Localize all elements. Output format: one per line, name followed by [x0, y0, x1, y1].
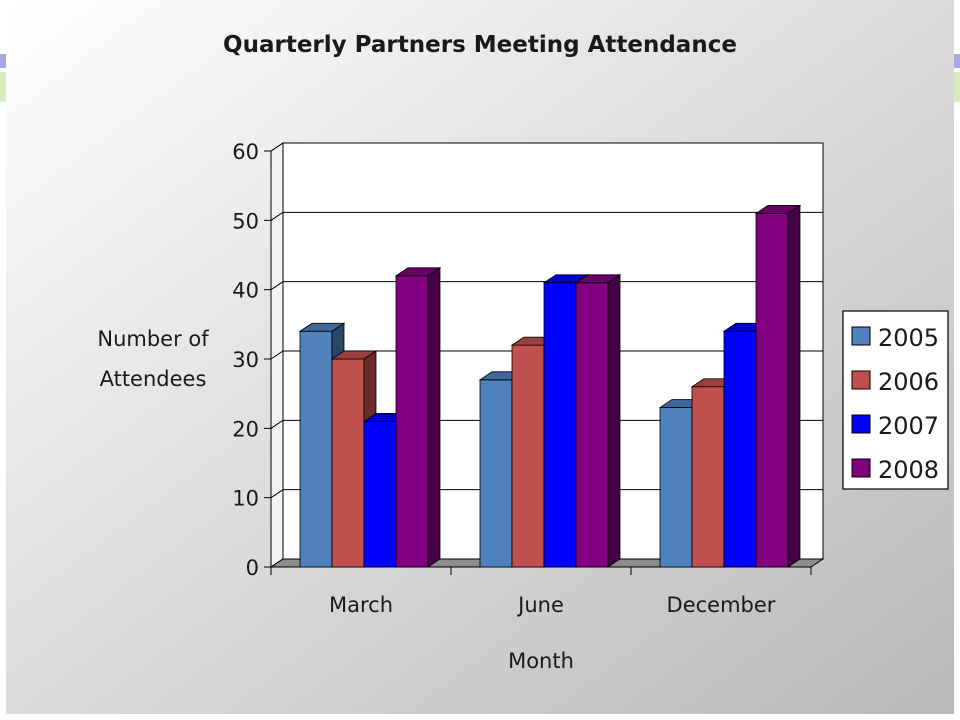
y-tick-label: 0 — [246, 556, 259, 580]
legend-label: 2005 — [878, 324, 939, 352]
bars — [298, 204, 802, 568]
bar-front — [755, 212, 789, 568]
bar-front — [299, 330, 333, 568]
x-tick-label: March — [329, 593, 393, 617]
right-edge-accent — [954, 54, 960, 68]
y-tick-label: 60 — [232, 140, 259, 164]
bar-front — [511, 344, 545, 568]
bar — [394, 267, 442, 568]
legend-label: 2006 — [878, 368, 939, 396]
legend: 2005 2006 2007 2008 — [842, 310, 949, 490]
y-axis-label-line-2: Attendees — [100, 367, 207, 391]
bar-front — [395, 275, 429, 568]
bar — [754, 204, 802, 568]
y-tick-label: 10 — [232, 487, 259, 511]
left-edge-accent — [0, 54, 6, 68]
y-axis: 0 10 20 30 40 50 60 — [232, 140, 272, 580]
bar-front — [331, 358, 365, 568]
gridline-side — [270, 350, 284, 360]
left-edge-accent-green — [0, 72, 6, 102]
gridline-side — [270, 211, 284, 221]
bar — [574, 273, 622, 568]
legend-entry: 2008 — [851, 456, 939, 484]
gridline-side — [270, 419, 284, 429]
x-tick-label: June — [516, 593, 564, 617]
y-tick-label: 20 — [232, 417, 259, 441]
legend-entry: 2007 — [851, 412, 939, 440]
legend-entry: 2005 — [851, 324, 939, 352]
legend-swatch — [851, 458, 871, 478]
gridline-side — [270, 489, 284, 499]
bar-side — [427, 267, 441, 568]
bar-front — [363, 420, 397, 568]
bar-front — [723, 330, 757, 568]
x-axis: March June December — [270, 567, 812, 617]
bar-front — [479, 379, 513, 568]
bar-front — [575, 282, 609, 568]
legend-label: 2007 — [878, 412, 939, 440]
gridline-side — [270, 142, 284, 152]
x-tick-label: December — [667, 593, 776, 617]
y-tick-label: 50 — [232, 209, 259, 233]
bar-front — [659, 407, 693, 568]
chart-title: Quarterly Partners Meeting Attendance — [223, 32, 737, 58]
y-tick-label: 30 — [232, 348, 259, 372]
legend-swatch — [851, 326, 871, 346]
bar-front — [691, 386, 725, 568]
legend-entry: 2006 — [851, 368, 939, 396]
legend-label: 2008 — [878, 456, 939, 484]
legend-swatch — [851, 414, 871, 434]
bar-front — [543, 282, 577, 568]
y-tick-label: 40 — [232, 279, 259, 303]
legend-swatch — [851, 370, 871, 390]
y-axis-label-line-1: Number of — [97, 327, 209, 351]
right-edge-accent-green — [954, 72, 960, 102]
bar-side — [607, 273, 621, 568]
x-axis-label: Month — [508, 649, 574, 673]
gridline-side — [270, 281, 284, 291]
bar-side — [787, 204, 801, 568]
